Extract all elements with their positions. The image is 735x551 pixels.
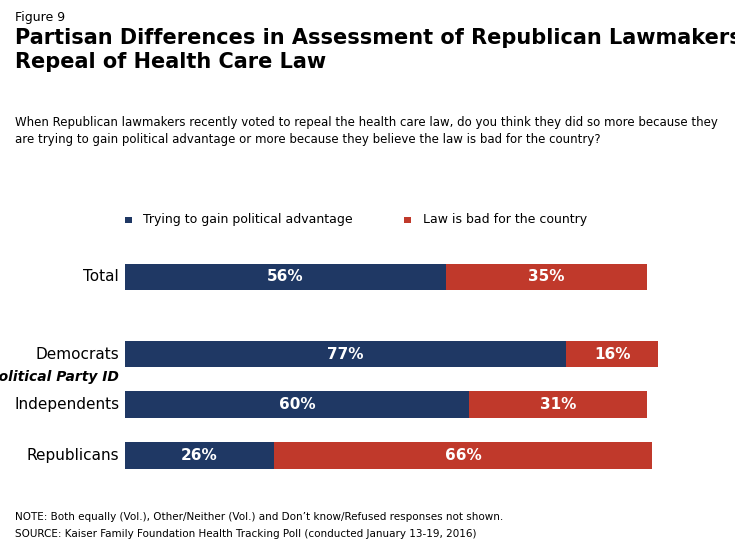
Text: Partisan Differences in Assessment of Republican Lawmakers’
Repeal of Health Car: Partisan Differences in Assessment of Re… — [15, 28, 735, 72]
Bar — [125, 442, 274, 468]
Text: 60%: 60% — [279, 397, 315, 412]
Bar — [567, 341, 658, 368]
Bar — [446, 263, 647, 290]
Text: Trying to gain political advantage: Trying to gain political advantage — [143, 213, 353, 226]
Bar — [125, 391, 469, 418]
Text: 26%: 26% — [181, 448, 218, 463]
Text: Independents: Independents — [14, 397, 119, 412]
Text: SOURCE: Kaiser Family Foundation Health Tracking Poll (conducted January 13-19, : SOURCE: Kaiser Family Foundation Health … — [15, 529, 476, 539]
Text: Law is bad for the country: Law is bad for the country — [423, 213, 587, 226]
Text: FOUNDATION: FOUNDATION — [641, 536, 682, 542]
Bar — [274, 442, 653, 468]
Text: 16%: 16% — [594, 347, 631, 361]
Text: FAMILY: FAMILY — [642, 524, 681, 534]
Text: By Political Party ID: By Political Party ID — [0, 370, 119, 384]
Text: 66%: 66% — [445, 448, 481, 463]
Text: 35%: 35% — [528, 269, 564, 284]
Bar — [125, 341, 567, 368]
Text: Total: Total — [84, 269, 119, 284]
Text: When Republican lawmakers recently voted to repeal the health care law, do you t: When Republican lawmakers recently voted… — [15, 116, 717, 145]
Bar — [125, 263, 446, 290]
Text: THE HENRY J.: THE HENRY J. — [641, 501, 682, 507]
Text: Republicans: Republicans — [26, 448, 119, 463]
Text: 31%: 31% — [539, 397, 576, 412]
Text: 77%: 77% — [327, 347, 364, 361]
Text: Figure 9: Figure 9 — [15, 11, 65, 24]
Text: KAISER: KAISER — [636, 510, 687, 523]
Text: Democrats: Democrats — [35, 347, 119, 361]
Text: 56%: 56% — [267, 269, 304, 284]
Text: NOTE: Both equally (Vol.), Other/Neither (Vol.) and Don’t know/Refused responses: NOTE: Both equally (Vol.), Other/Neither… — [15, 512, 503, 522]
Bar — [469, 391, 647, 418]
